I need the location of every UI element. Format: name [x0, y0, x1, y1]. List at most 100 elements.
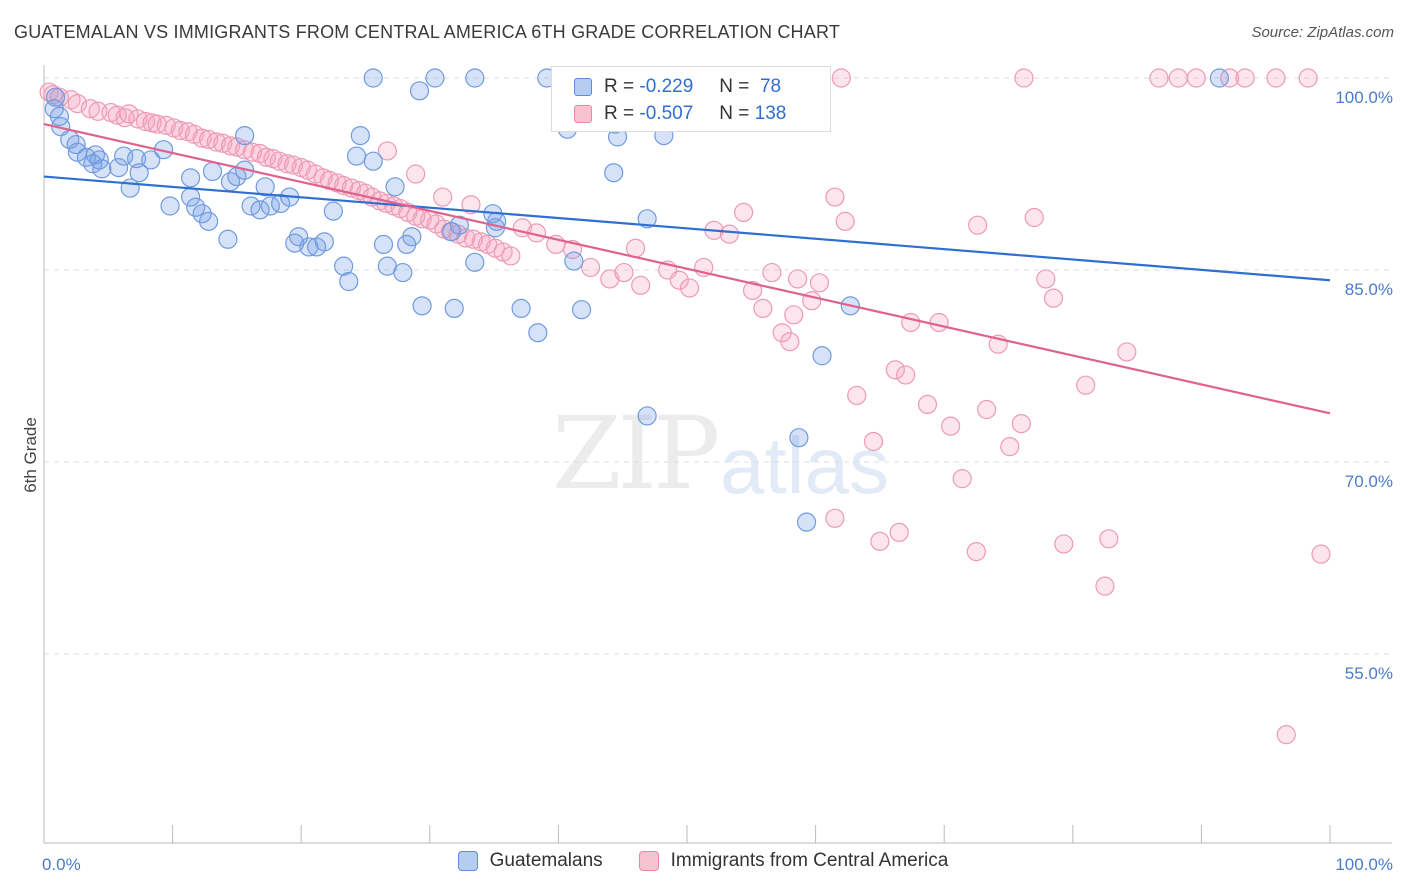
y-tick-label: 100.0%	[1335, 88, 1393, 107]
point-immigrants	[235, 140, 255, 160]
point-guatemalans	[346, 146, 367, 166]
point-guatemalans	[202, 161, 223, 182]
point-guatemalans	[160, 196, 180, 216]
point-immigrants	[128, 109, 148, 129]
point-guatemalans	[812, 346, 832, 366]
series-legend: Guatemalans Immigrants from Central Amer…	[0, 850, 1406, 872]
point-immigrants	[433, 187, 453, 207]
point-immigrants	[1099, 529, 1119, 549]
point-immigrants	[1235, 68, 1255, 88]
legend-n-value-pink: 138	[754, 103, 787, 124]
point-immigrants	[156, 115, 176, 135]
y-tick-label: 70.0%	[1345, 472, 1393, 491]
point-immigrants	[1149, 68, 1169, 88]
point-guatemalans	[350, 126, 370, 146]
point-guatemalans	[83, 154, 103, 174]
point-guatemalans	[334, 256, 354, 276]
y-tick-label: 55.0%	[1345, 664, 1393, 683]
legend-r-value-blue: -0.229	[639, 76, 694, 97]
point-immigrants	[1000, 437, 1020, 457]
point-immigrants	[1024, 207, 1044, 228]
point-guatemalans	[108, 158, 129, 178]
point-immigrants	[213, 133, 233, 153]
series-immigrants-points	[39, 68, 1331, 745]
point-guatemalans	[250, 200, 270, 220]
point-immigrants	[283, 155, 304, 175]
point-immigrants	[80, 99, 100, 119]
point-immigrants	[784, 305, 804, 325]
point-immigrants	[825, 187, 845, 207]
point-guatemalans	[373, 234, 394, 254]
point-immigrants	[170, 120, 190, 141]
point-immigrants	[847, 385, 867, 406]
legend-n-label: N =	[719, 103, 750, 124]
point-immigrants	[762, 262, 782, 283]
point-immigrants	[780, 332, 800, 352]
legend-label-guatemalans: Guatemalans	[489, 850, 603, 871]
point-immigrants	[1168, 68, 1188, 88]
point-immigrants	[742, 280, 763, 301]
x-tick-label-min: 0.0%	[42, 855, 81, 874]
point-guatemalans	[363, 68, 383, 88]
point-guatemalans	[637, 209, 657, 229]
point-immigrants	[625, 238, 646, 258]
point-immigrants	[1011, 414, 1031, 434]
legend-item-immigrants: Immigrants from Central America	[638, 850, 949, 872]
point-guatemalans	[385, 177, 405, 197]
point-guatemalans	[126, 149, 147, 169]
point-guatemalans	[363, 151, 383, 171]
point-immigrants	[719, 224, 740, 244]
point-immigrants	[1076, 375, 1096, 395]
point-guatemalans	[129, 163, 149, 183]
correlation-legend: R = -0.229 N = 78 R = -0.507 N = 138	[551, 66, 831, 132]
point-immigrants	[966, 541, 986, 562]
point-guatemalans	[339, 271, 359, 292]
point-guatemalans	[299, 237, 319, 257]
legend-label-immigrants: Immigrants from Central America	[670, 850, 949, 871]
point-guatemalans	[425, 68, 445, 88]
point-guatemalans	[449, 215, 469, 235]
chart-source: Source: ZipAtlas.com	[1251, 24, 1394, 41]
point-immigrants	[377, 141, 397, 161]
point-immigrants	[463, 229, 484, 249]
point-guatemalans	[235, 126, 255, 146]
point-immigrants	[269, 151, 289, 171]
point-guatemalans	[120, 178, 140, 198]
point-immigrants	[119, 104, 139, 124]
point-immigrants	[406, 164, 426, 184]
legend-swatch-guatemalans	[457, 851, 478, 871]
point-immigrants	[870, 531, 890, 551]
point-immigrants	[206, 132, 226, 152]
point-immigrants	[501, 246, 521, 266]
point-guatemalans	[314, 232, 334, 252]
point-immigrants	[67, 93, 88, 114]
point-immigrants	[1220, 68, 1240, 88]
point-immigrants	[135, 111, 156, 132]
point-guatemalans	[444, 298, 464, 318]
point-guatemalans	[181, 168, 201, 188]
point-immigrants	[1043, 288, 1064, 308]
point-immigrants	[885, 360, 905, 380]
x-tick-label-max: 100.0%	[1335, 855, 1393, 874]
point-immigrants	[669, 270, 689, 290]
point-immigrants	[733, 202, 754, 222]
point-immigrants	[835, 211, 855, 231]
point-immigrants	[1186, 68, 1206, 88]
point-guatemalans	[465, 68, 485, 88]
point-guatemalans	[442, 222, 462, 242]
point-immigrants	[631, 275, 651, 295]
point-guatemalans	[323, 201, 343, 221]
point-guatemalans	[465, 252, 485, 272]
point-guatemalans	[285, 233, 305, 253]
point-immigrants	[679, 278, 700, 298]
point-immigrants	[1036, 269, 1056, 289]
point-guatemalans	[402, 227, 422, 247]
point-immigrants	[461, 195, 481, 215]
point-immigrants	[614, 262, 634, 283]
point-immigrants	[1117, 342, 1137, 362]
point-guatemalans	[1209, 68, 1230, 88]
y-axis-label: 6th Grade	[21, 417, 40, 493]
point-immigrants	[901, 312, 921, 333]
watermark-zip: ZIP	[552, 395, 720, 512]
